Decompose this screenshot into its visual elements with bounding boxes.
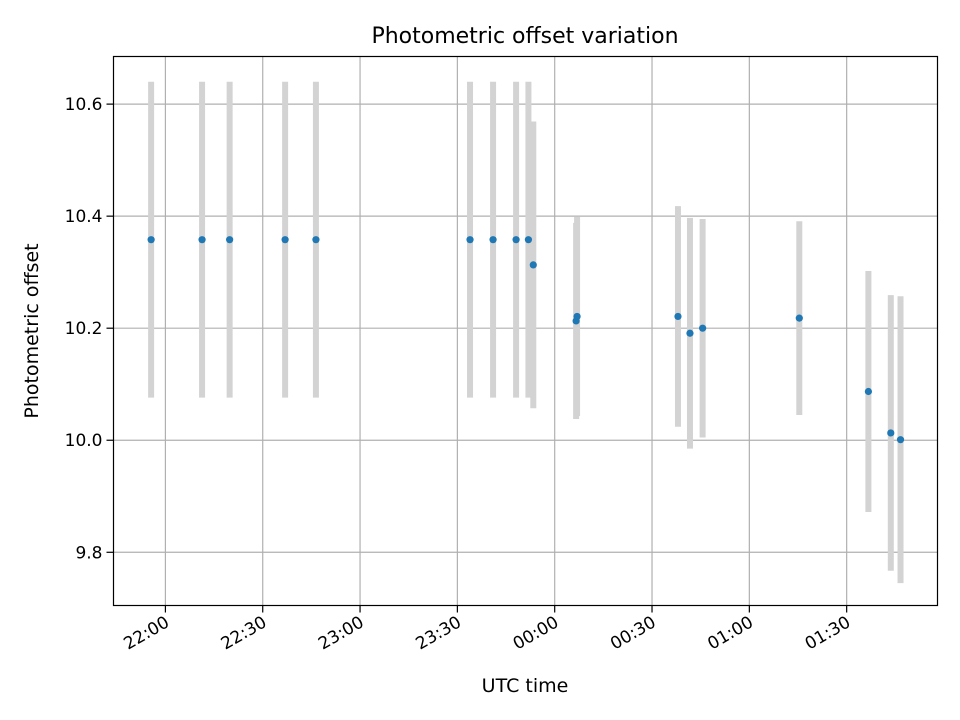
data-point <box>686 329 694 337</box>
data-point <box>795 314 803 322</box>
y-tick-label: 9.8 <box>75 543 102 563</box>
data-point <box>489 236 497 244</box>
data-point <box>281 236 289 244</box>
data-point <box>674 312 682 321</box>
y-tick-label: 10.6 <box>65 95 103 115</box>
data-point <box>524 236 533 244</box>
chart-title: Photometric offset variation <box>371 24 678 49</box>
data-point <box>512 236 520 244</box>
plot-frame <box>112 55 939 607</box>
data-point <box>573 312 581 321</box>
data-point <box>864 387 873 396</box>
data-point <box>699 324 707 332</box>
data-point <box>887 429 895 437</box>
x-axis-label: UTC time <box>482 675 569 697</box>
data-point <box>312 236 320 244</box>
y-axis-label: Photometric offset <box>21 243 43 418</box>
data-point <box>198 236 206 244</box>
y-tick-label: 10.2 <box>65 319 103 339</box>
y-tick-label: 10.4 <box>65 207 103 227</box>
data-point <box>226 236 234 244</box>
data-point <box>896 436 905 444</box>
data-markers <box>147 236 905 444</box>
data-point <box>466 236 474 244</box>
data-point <box>529 261 537 269</box>
data-point <box>147 236 155 244</box>
y-axis-ticks: 9.8 10.0 10.2 10.4 10.6 <box>65 95 114 563</box>
y-tick-label: 10.0 <box>65 431 103 451</box>
